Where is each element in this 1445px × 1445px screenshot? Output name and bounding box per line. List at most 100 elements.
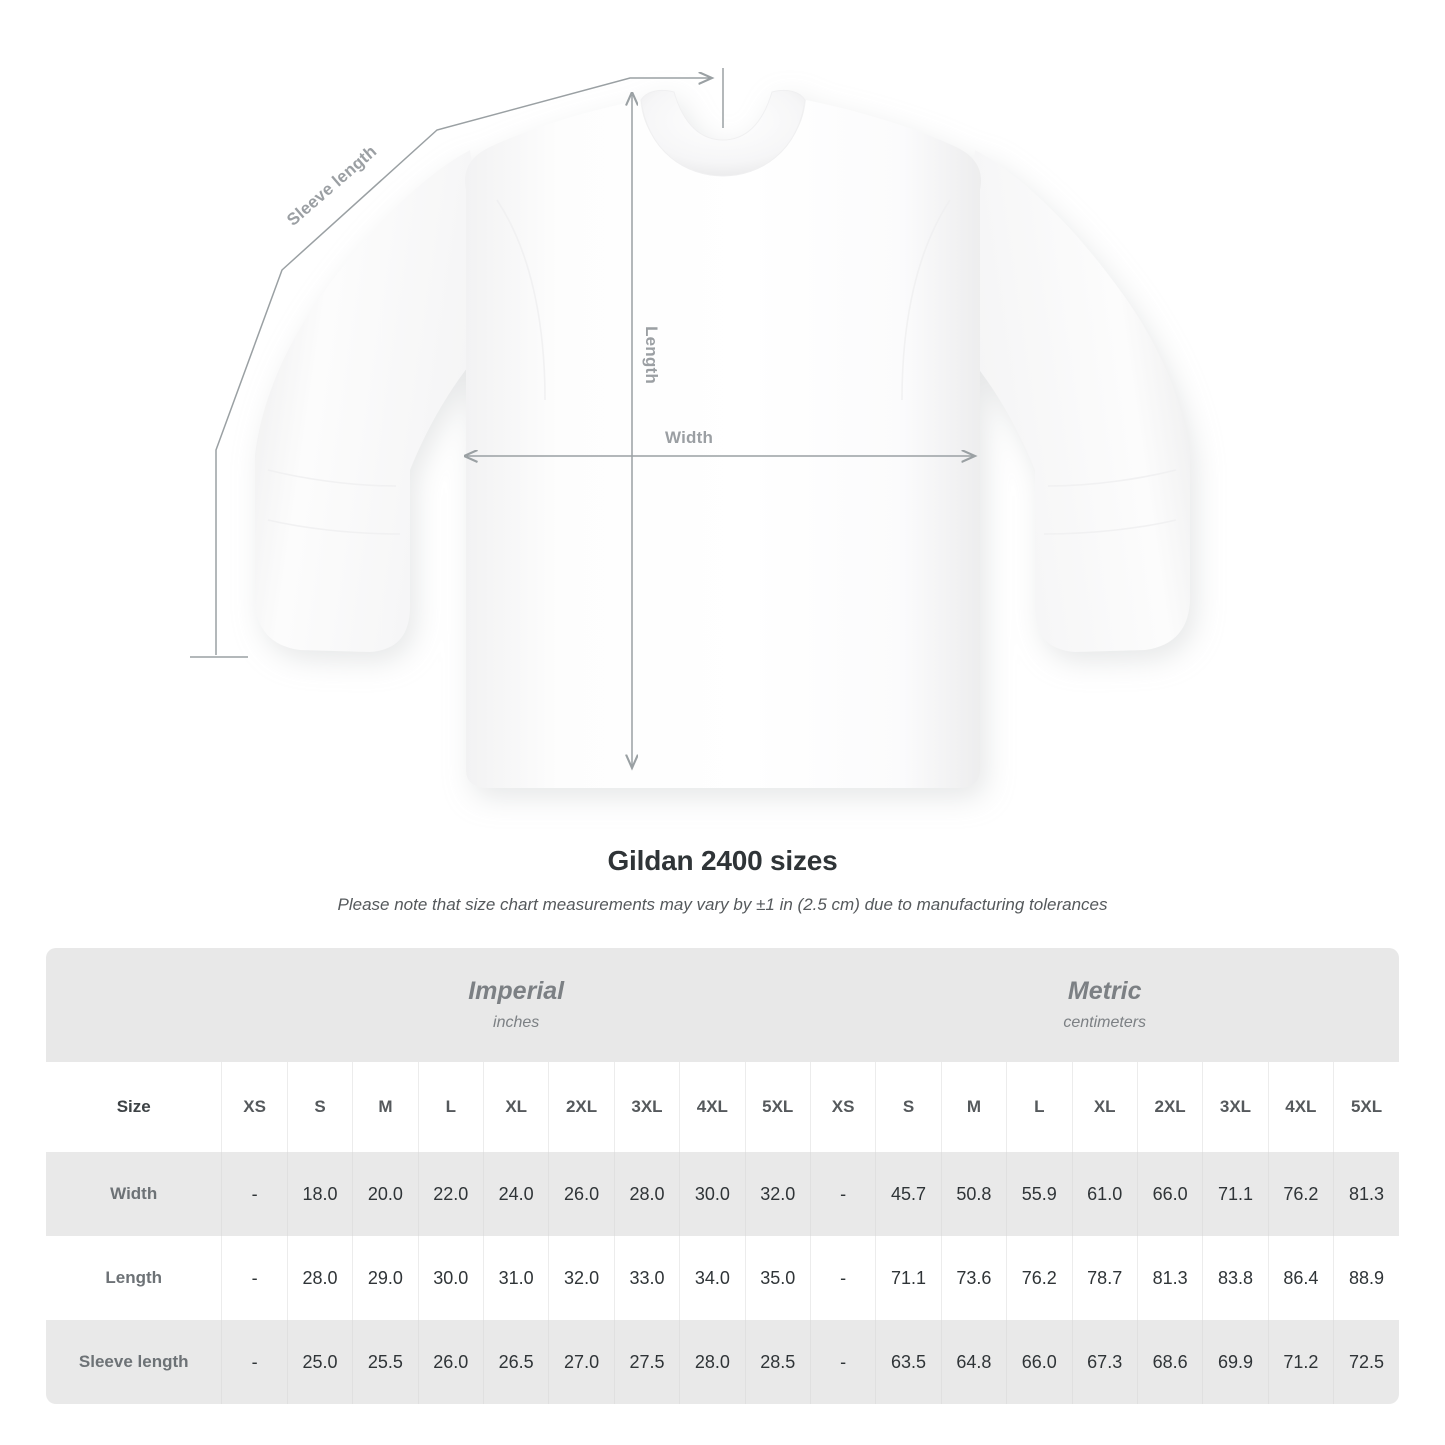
header-size-imperial-l: L <box>418 1062 484 1152</box>
cell-width-metric-m: 50.8 <box>941 1152 1008 1236</box>
size-header-row: Size XS S M L XL 2XL 3XL 4XL 5XL XS S M … <box>46 1062 1399 1152</box>
header-size-imperial-4xl: 4XL <box>679 1062 746 1152</box>
header-size-metric-s: S <box>875 1062 942 1152</box>
cell-length-metric-2xl: 81.3 <box>1137 1236 1204 1320</box>
cell-length-metric-s: 71.1 <box>875 1236 942 1320</box>
cell-length-metric-xl: 78.7 <box>1072 1236 1138 1320</box>
cell-sleeve-metric-2xl: 68.6 <box>1137 1320 1204 1404</box>
shirt-silhouette <box>255 89 1190 788</box>
cell-sleeve-metric-s: 63.5 <box>875 1320 942 1404</box>
cell-width-metric-xs: - <box>810 1152 877 1236</box>
size-chart-table: Imperial inches Metric centimeters Size … <box>46 948 1399 1404</box>
cell-sleeve-metric-xs: - <box>810 1320 877 1404</box>
table-row: Length - 28.0 29.0 30.0 31.0 32.0 33.0 3… <box>46 1236 1399 1320</box>
table-row: Sleeve length - 25.0 25.5 26.0 26.5 27.0… <box>46 1320 1399 1404</box>
cell-sleeve-metric-l: 66.0 <box>1006 1320 1073 1404</box>
cell-length-imperial-3xl: 33.0 <box>614 1236 681 1320</box>
header-size-metric-5xl: 5XL <box>1333 1062 1399 1152</box>
unit-name-imperial: Imperial <box>468 976 565 1005</box>
cell-width-imperial-2xl: 26.0 <box>548 1152 615 1236</box>
cell-sleeve-imperial-xl: 26.5 <box>483 1320 550 1404</box>
cell-sleeve-metric-5xl: 72.5 <box>1333 1320 1399 1404</box>
unit-name-metric: Metric <box>1067 976 1142 1005</box>
header-size-imperial-3xl: 3XL <box>614 1062 681 1152</box>
cell-width-metric-2xl: 66.0 <box>1137 1152 1204 1236</box>
cell-length-imperial-4xl: 34.0 <box>679 1236 746 1320</box>
table-row: Width - 18.0 20.0 22.0 24.0 26.0 28.0 30… <box>46 1152 1399 1236</box>
size-chart-table-wrap: Imperial inches Metric centimeters Size … <box>46 948 1399 1404</box>
cell-width-imperial-xl: 24.0 <box>483 1152 550 1236</box>
cell-sleeve-metric-4xl: 71.2 <box>1268 1320 1335 1404</box>
cell-length-metric-m: 73.6 <box>941 1236 1008 1320</box>
cell-width-imperial-s: 18.0 <box>287 1152 354 1236</box>
header-size-label: Size <box>46 1062 223 1152</box>
cell-width-metric-3xl: 71.1 <box>1202 1152 1269 1236</box>
cell-sleeve-metric-3xl: 69.9 <box>1202 1320 1269 1404</box>
cell-width-metric-4xl: 76.2 <box>1268 1152 1335 1236</box>
sleeve-measure-line <box>190 68 724 658</box>
cell-sleeve-imperial-5xl: 28.5 <box>745 1320 811 1404</box>
cell-width-metric-s: 45.7 <box>875 1152 942 1236</box>
row-label-length: Length <box>46 1236 223 1320</box>
header-size-imperial-2xl: 2XL <box>548 1062 615 1152</box>
cell-sleeve-metric-xl: 67.3 <box>1072 1320 1138 1404</box>
cell-width-imperial-xs: - <box>221 1152 288 1236</box>
chart-title-block: Gildan 2400 sizes Please note that size … <box>0 845 1445 915</box>
cell-width-imperial-4xl: 30.0 <box>679 1152 746 1236</box>
cell-length-imperial-l: 30.0 <box>418 1236 484 1320</box>
header-size-metric-l: L <box>1006 1062 1073 1152</box>
cell-width-imperial-3xl: 28.0 <box>614 1152 681 1236</box>
cell-width-metric-5xl: 81.3 <box>1333 1152 1399 1236</box>
cell-sleeve-imperial-3xl: 27.5 <box>614 1320 681 1404</box>
cell-length-metric-3xl: 83.8 <box>1202 1236 1269 1320</box>
width-label: Width <box>665 428 714 447</box>
unit-band-spacer <box>46 948 222 1062</box>
cell-sleeve-imperial-xs: - <box>221 1320 288 1404</box>
cell-length-imperial-m: 29.0 <box>352 1236 419 1320</box>
header-size-imperial-5xl: 5XL <box>745 1062 811 1152</box>
cell-length-imperial-2xl: 32.0 <box>548 1236 615 1320</box>
header-size-metric-m: M <box>941 1062 1008 1152</box>
header-size-metric-2xl: 2XL <box>1137 1062 1204 1152</box>
cell-width-metric-xl: 61.0 <box>1072 1152 1138 1236</box>
cell-width-imperial-5xl: 32.0 <box>745 1152 811 1236</box>
header-size-imperial-xs: XS <box>221 1062 288 1152</box>
row-label-sleeve-length: Sleeve length <box>46 1320 223 1404</box>
cell-length-imperial-s: 28.0 <box>287 1236 354 1320</box>
header-size-imperial-m: M <box>352 1062 419 1152</box>
unit-sub-imperial: inches <box>493 1014 540 1032</box>
header-size-imperial-xl: XL <box>483 1062 550 1152</box>
cell-sleeve-imperial-2xl: 27.0 <box>548 1320 615 1404</box>
cell-sleeve-imperial-m: 25.5 <box>352 1320 419 1404</box>
cell-sleeve-metric-m: 64.8 <box>941 1320 1008 1404</box>
garment-illustration <box>190 68 1190 788</box>
cell-length-metric-xs: - <box>810 1236 877 1320</box>
unit-sub-metric: centimeters <box>1063 1014 1147 1032</box>
cell-width-imperial-l: 22.0 <box>418 1152 484 1236</box>
cell-length-metric-l: 76.2 <box>1006 1236 1073 1320</box>
tolerance-note: Please note that size chart measurements… <box>337 895 1108 914</box>
row-label-width: Width <box>46 1152 223 1236</box>
header-size-metric-xs: XS <box>810 1062 877 1152</box>
cell-length-imperial-5xl: 35.0 <box>745 1236 811 1320</box>
cell-sleeve-imperial-l: 26.0 <box>418 1320 484 1404</box>
cell-length-imperial-xl: 31.0 <box>483 1236 550 1320</box>
unit-group-metric: Metric centimeters <box>810 948 1399 1062</box>
cell-width-imperial-m: 20.0 <box>352 1152 419 1236</box>
unit-group-imperial: Imperial inches <box>221 948 811 1062</box>
length-label: Length <box>641 326 661 384</box>
garment-diagram: Sleeve length Length Width <box>190 68 1190 788</box>
cell-sleeve-imperial-4xl: 28.0 <box>679 1320 746 1404</box>
header-size-metric-xl: XL <box>1072 1062 1138 1152</box>
page-title: Gildan 2400 sizes <box>607 845 838 876</box>
header-size-imperial-s: S <box>287 1062 354 1152</box>
cell-length-metric-4xl: 86.4 <box>1268 1236 1335 1320</box>
cell-width-metric-l: 55.9 <box>1006 1152 1073 1236</box>
cell-length-imperial-xs: - <box>221 1236 288 1320</box>
header-size-metric-4xl: 4XL <box>1268 1062 1335 1152</box>
cell-length-metric-5xl: 88.9 <box>1333 1236 1399 1320</box>
header-size-metric-3xl: 3XL <box>1202 1062 1269 1152</box>
fabric-folds <box>267 199 1177 535</box>
cell-sleeve-imperial-s: 25.0 <box>287 1320 354 1404</box>
unit-band-row: Imperial inches Metric centimeters <box>46 948 1399 1062</box>
